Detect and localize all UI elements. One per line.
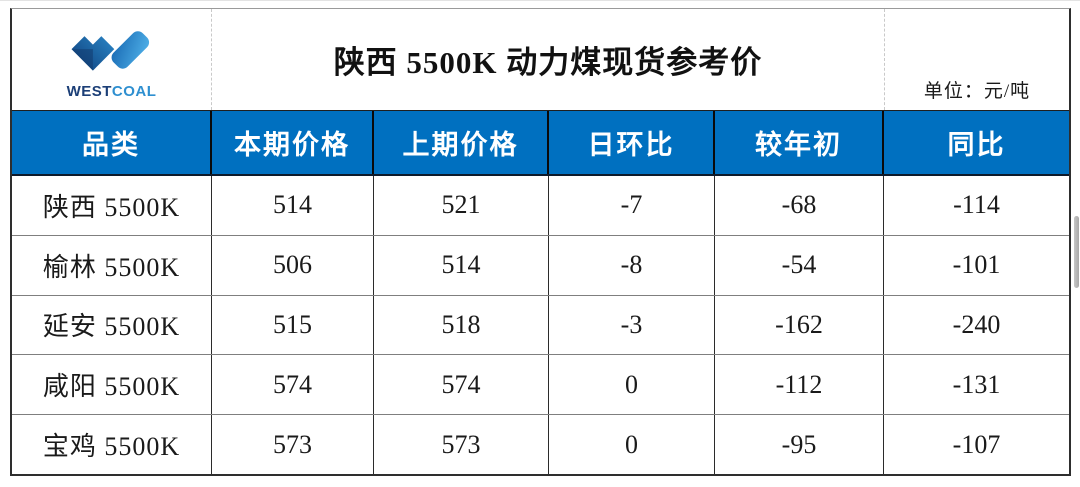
unit-label: 单位：元/吨 <box>884 9 1069 110</box>
column-header-vs-year-start: 较年初 <box>715 111 884 174</box>
table-row: 陕西 5500K 514 521 -7 -68 -114 <box>12 176 1069 236</box>
brand-name-coal: COAL <box>111 82 157 100</box>
cell-yoy: -114 <box>953 190 1000 220</box>
cell-vs-year-start: -95 <box>715 415 884 474</box>
cell-current-price: 506 <box>212 235 374 295</box>
cell-vs-year-start: -112 <box>715 355 884 415</box>
cell-current-price: 573 <box>212 415 374 474</box>
cell-vs-year-start: -54 <box>715 235 884 295</box>
table-body: 陕西 5500K 514 521 -7 -68 -114 榆林 5500K 50… <box>12 176 1069 474</box>
cell-yoy: -240 <box>952 309 1001 339</box>
brand-name-west: WEST <box>66 82 112 100</box>
cell-current-price: 574 <box>212 355 374 415</box>
page-title: 陕西 5500K 动力煤现货参考价 <box>333 45 763 80</box>
column-header-category: 品类 <box>12 111 212 174</box>
cell-previous-price: 573 <box>374 415 549 474</box>
brand-name: WESTCOAL <box>67 84 157 99</box>
brand-logo: WESTCOAL <box>12 9 212 110</box>
cell-previous-price: 514 <box>374 235 549 295</box>
column-header-yoy: 同比 <box>947 130 1006 160</box>
cell-category: 咸阳 5500K <box>12 355 212 415</box>
cell-category: 陕西 5500K <box>12 176 212 235</box>
table-header-row: WESTCOAL 陕西 5500K 动力煤现货参考价 单位：元/吨 <box>12 9 1069 110</box>
table-row: 榆林 5500K 506 514 -8 -54 -101 <box>12 235 1069 296</box>
cell-previous-price: 518 <box>374 295 549 355</box>
column-header-current-price: 本期价格 <box>212 111 374 174</box>
cell-previous-price: 521 <box>374 176 549 235</box>
column-header-day-change: 日环比 <box>549 111 715 174</box>
cell-current-price: 514 <box>212 176 374 235</box>
cell-yoy: -101 <box>952 250 1001 280</box>
cell-vs-year-start: -162 <box>715 295 884 355</box>
table-row: 宝鸡 5500K 573 573 0 -95 -107 <box>12 415 1069 474</box>
cell-yoy: -131 <box>952 369 1001 399</box>
cell-day-change: -8 <box>549 235 715 295</box>
scrollbar-thumb[interactable] <box>1074 216 1079 288</box>
cell-category: 延安 5500K <box>12 295 212 355</box>
cell-current-price: 515 <box>212 295 374 355</box>
cell-previous-price: 574 <box>374 355 549 415</box>
cell-category: 榆林 5500K <box>12 235 212 295</box>
cell-day-change: 0 <box>549 355 715 415</box>
cell-yoy: -107 <box>952 429 1001 459</box>
column-header-band: 品类 本期价格 上期价格 日环比 较年初 同比 <box>12 110 1069 176</box>
westcoal-logo-icon <box>71 24 149 71</box>
coal-price-table: WESTCOAL 陕西 5500K 动力煤现货参考价 单位：元/吨 品类 本期价… <box>10 8 1071 476</box>
cell-vs-year-start: -68 <box>715 176 884 235</box>
cell-day-change: -7 <box>549 176 715 235</box>
cell-category: 宝鸡 5500K <box>12 415 212 474</box>
table-row: 延安 5500K 515 518 -3 -162 -240 <box>12 295 1069 356</box>
cell-day-change: 0 <box>549 415 715 474</box>
title-cell: 陕西 5500K 动力煤现货参考价 <box>212 9 884 110</box>
column-header-previous-price: 上期价格 <box>374 111 549 174</box>
cell-day-change: -3 <box>549 295 715 355</box>
table-row: 咸阳 5500K 574 574 0 -112 -131 <box>12 355 1069 416</box>
